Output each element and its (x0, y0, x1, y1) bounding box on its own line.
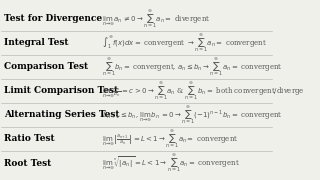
Text: $\lim_{n\to\infty} \frac{a_n}{b_n} = c > 0 \rightarrow \sum_{n=1}^{\infty} a_n$ : $\lim_{n\to\infty} \frac{a_n}{b_n} = c >… (101, 80, 304, 102)
Text: Integral Test: Integral Test (4, 38, 68, 47)
Text: $b_{n+1} \leq b_n$, $\lim_{n\to\infty} b_n = 0 \rightarrow \sum_{n=1}^{\infty} (: $b_{n+1} \leq b_n$, $\lim_{n\to\infty} b… (101, 104, 282, 126)
Text: Ratio Test: Ratio Test (4, 134, 55, 143)
Text: $\int_1^{\infty} f(x)dx = $ convergent $\rightarrow \sum_{n=1}^{\infty} a_n = $ : $\int_1^{\infty} f(x)dx = $ convergent $… (101, 32, 267, 54)
Text: $\lim_{n\to\infty} \sqrt[n]{|a_n|} = L < 1 \rightarrow \sum_{n=1}^{\infty} a_n =: $\lim_{n\to\infty} \sqrt[n]{|a_n|} = L <… (101, 152, 239, 174)
Text: $\sum_{n=1}^{\infty} b_n = $ convergent, $a_n \leq b_n \rightarrow \sum_{n=1}^{\: $\sum_{n=1}^{\infty} b_n = $ convergent,… (101, 56, 282, 78)
Text: $\lim_{n\to\infty} a_n \neq 0 \rightarrow \sum_{n=1}^{\infty} a_n = $ divergent: $\lim_{n\to\infty} a_n \neq 0 \rightarro… (101, 8, 210, 30)
Text: Comparison Test: Comparison Test (4, 62, 88, 71)
Text: Limit Comparison Test: Limit Comparison Test (4, 86, 118, 95)
Text: Alternating Series Test: Alternating Series Test (4, 111, 120, 120)
Text: Root Test: Root Test (4, 159, 51, 168)
Text: $\lim_{n\to\infty} \left|\frac{a_{n+1}}{a_n}\right| = L < 1 \rightarrow \sum_{n=: $\lim_{n\to\infty} \left|\frac{a_{n+1}}{… (101, 128, 238, 150)
Text: Test for Divergence: Test for Divergence (4, 14, 102, 23)
